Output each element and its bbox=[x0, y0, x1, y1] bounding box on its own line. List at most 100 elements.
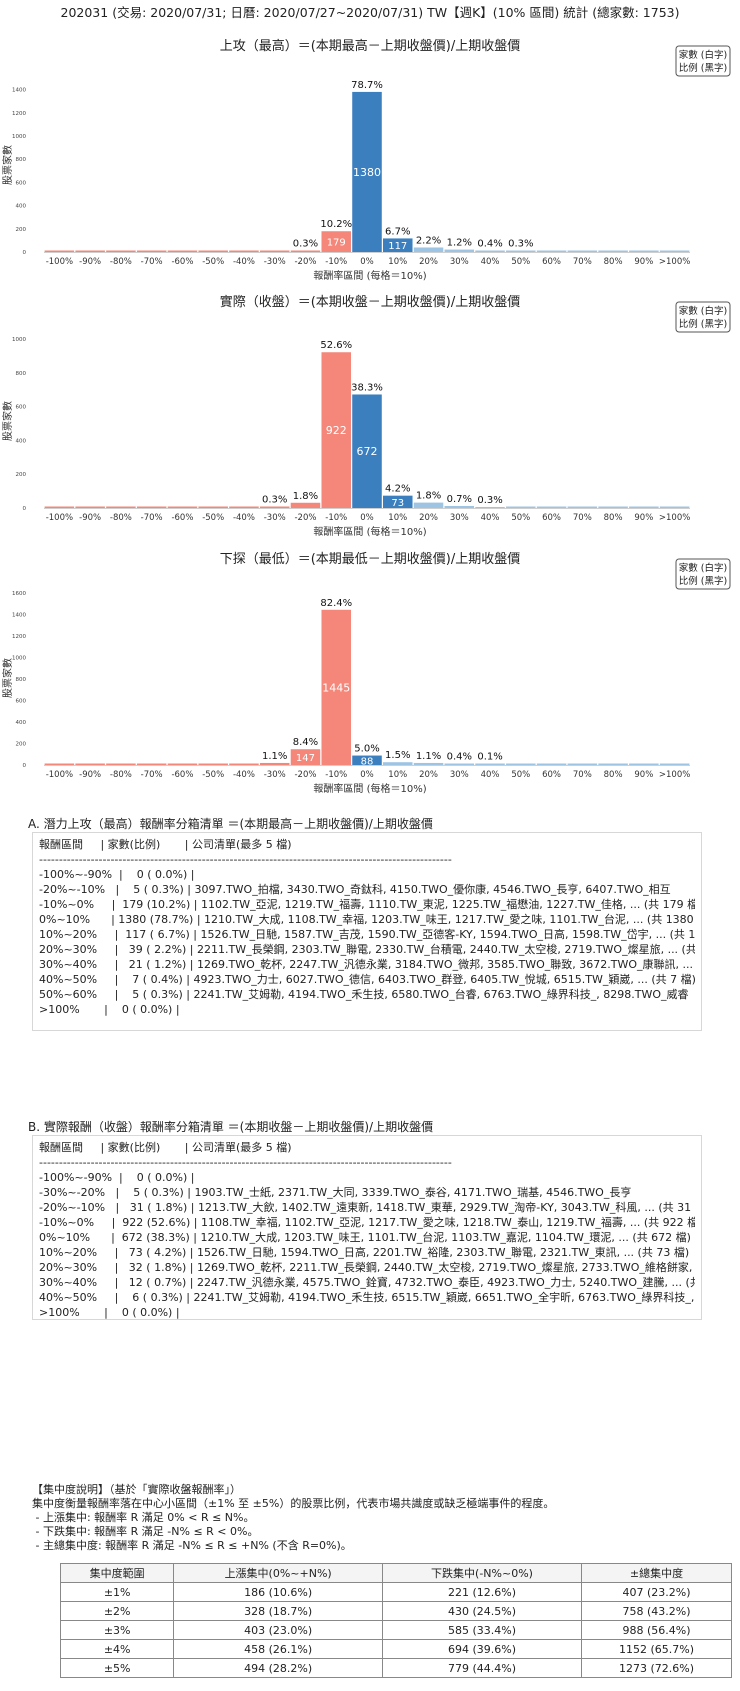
bar bbox=[444, 249, 475, 252]
bin-row: 10%~20% | 73 ( 4.2%) | 1526.TW_日馳, 1594.… bbox=[39, 1246, 690, 1259]
concentration-table-header: 集中度範圍 上漲集中(0%~+N%) 下跌集中(-N%~0%) ±總集中度 bbox=[59, 1563, 732, 1583]
x-tick-label: -10% bbox=[325, 257, 347, 267]
bar-count-label: 147 bbox=[296, 753, 315, 764]
bar bbox=[167, 250, 198, 252]
table-cell: ±2% bbox=[59, 1601, 175, 1621]
bar bbox=[444, 505, 475, 508]
bin-row: -20%~-10% | 31 ( 1.8%) | 1213.TW_大飲, 140… bbox=[39, 1201, 695, 1214]
chart-title: 下探（最低）＝(本期最低－上期收盤價)/上期收盤價 bbox=[220, 552, 521, 567]
x-tick-label: 60% bbox=[542, 513, 561, 523]
legend-line-2: 比例 (黑字) bbox=[679, 62, 727, 74]
bar bbox=[629, 763, 659, 765]
bar-percent-label: 82.4% bbox=[320, 598, 352, 609]
bar bbox=[629, 250, 659, 252]
x-tick-label: -40% bbox=[233, 257, 255, 267]
bar bbox=[506, 506, 536, 508]
y-tick-label: 1400 bbox=[12, 88, 26, 94]
bar-percent-label: 0.4% bbox=[477, 239, 502, 250]
table-cell: 186 (10.6%) bbox=[173, 1582, 383, 1602]
bin-row: 30%~40% | 12 ( 0.7%) | 2247.TW_汎德永業, 457… bbox=[39, 1276, 695, 1289]
x-tick-label: 20% bbox=[419, 257, 438, 267]
legend-box: 家數 (白字)比例 (黑字) bbox=[675, 558, 731, 590]
bar-percent-label: 5.0% bbox=[354, 744, 379, 755]
bar bbox=[259, 762, 290, 765]
bar-count-label: 1445 bbox=[322, 681, 350, 694]
notes-line: - 主總集中度: 報酬率 R 滿足 -N% ≤ R ≤ +N% (不含 R=0%… bbox=[32, 1539, 352, 1552]
x-tick-label: 80% bbox=[604, 513, 623, 523]
y-tick-label: 1200 bbox=[12, 634, 26, 640]
legend-line-1: 家數 (白字) bbox=[679, 49, 727, 61]
y-tick-label: 600 bbox=[16, 180, 27, 186]
bar-percent-label: 1.5% bbox=[385, 750, 410, 761]
bar bbox=[629, 506, 659, 508]
bar bbox=[321, 352, 352, 508]
bar bbox=[44, 763, 75, 765]
table-row: ±3% 403 (23.0%) 585 (33.4%) 988 (56.4%) bbox=[59, 1620, 732, 1640]
y-tick-label: 600 bbox=[16, 699, 27, 705]
bar-percent-label: 0.7% bbox=[447, 494, 472, 505]
x-tick-label: 80% bbox=[604, 770, 623, 780]
x-tick-label: 0% bbox=[360, 770, 374, 780]
bar-percent-label: 10.2% bbox=[320, 219, 352, 230]
x-tick-label: 90% bbox=[634, 257, 653, 267]
x-tick-label: -50% bbox=[202, 513, 224, 523]
x-tick-label: -60% bbox=[171, 257, 193, 267]
table-cell: 221 (12.6%) bbox=[381, 1582, 583, 1602]
y-tick-label: 1000 bbox=[12, 134, 26, 140]
legend-line-2: 比例 (黑字) bbox=[679, 575, 727, 587]
bin-row: 20%~30% | 39 ( 2.2%) | 2211.TW_長榮鋼, 2303… bbox=[39, 943, 695, 956]
table-cell: ±3% bbox=[59, 1620, 175, 1640]
bar bbox=[567, 763, 598, 765]
x-tick-label: 30% bbox=[450, 770, 469, 780]
y-tick-label: 600 bbox=[16, 405, 27, 411]
bar bbox=[444, 763, 475, 765]
x-tick-label: -50% bbox=[202, 770, 224, 780]
bar-percent-label: 6.7% bbox=[385, 226, 410, 237]
bar-percent-label: 78.7% bbox=[351, 80, 383, 91]
bar bbox=[598, 250, 628, 252]
legend-frame bbox=[675, 301, 731, 333]
x-tick-label: -80% bbox=[110, 257, 132, 267]
legend-frame bbox=[675, 45, 731, 77]
x-tick-label: 40% bbox=[481, 257, 500, 267]
bin-row: 0%~10% | 672 (38.3%) | 1210.TW_大成, 1203.… bbox=[39, 1231, 691, 1244]
bar bbox=[382, 762, 413, 765]
legend-line-1: 家數 (白字) bbox=[679, 305, 727, 317]
chart-title: 實際（收盤）＝(本期收盤－上期收盤價)/上期收盤價 bbox=[220, 294, 521, 310]
column-header: 上漲集中(0%~+N%) bbox=[173, 1563, 383, 1583]
bar bbox=[567, 506, 598, 508]
bar bbox=[598, 506, 628, 508]
table-row: ±5% 494 (28.2%) 779 (44.4%) 1273 (72.6%) bbox=[59, 1658, 732, 1678]
section-a-title: A. 潛力上攻（最高）報酬率分箱清單 ＝(本期最高－上期收盤價)/上期收盤價 bbox=[28, 817, 433, 831]
bar-percent-label: 38.3% bbox=[351, 382, 383, 393]
chart-downside-low: 下探（最低）＝(本期最低－上期收盤價)/上期收盤價 股票家數 0 200 400 600 8… bbox=[0, 547, 740, 797]
x-tick-label: -10% bbox=[325, 770, 347, 780]
table-header-row: 報酬區間 | 家數(比例) | 公司清單(最多 5 檔) bbox=[39, 838, 292, 851]
bar bbox=[75, 250, 105, 252]
bar bbox=[413, 247, 444, 252]
bar-percent-label: 0.3% bbox=[293, 239, 318, 250]
x-tick-label: 20% bbox=[419, 513, 438, 523]
x-tick-label: 60% bbox=[542, 257, 561, 267]
section-b-title: B. 實際報酬（收盤）報酬率分箱清單 ＝(本期收盤－上期收盤價)/上期收盤價 bbox=[28, 1120, 434, 1134]
bin-row: 0%~10% | 1380 (78.7%) | 1210.TW_大成, 1108… bbox=[39, 913, 695, 926]
notes-title: 【集中度說明】（基於「實際收盤報酬率」） bbox=[32, 1483, 241, 1496]
bar-percent-label: 4.2% bbox=[385, 484, 410, 495]
x-tick-label: -70% bbox=[141, 257, 163, 267]
page-title: 202031 (交易: 2020/07/31; 日曆: 2020/07/27~2… bbox=[60, 5, 680, 20]
bin-row: -10%~0% | 179 (10.2%) | 1102.TW_亞泥, 1219… bbox=[39, 898, 695, 911]
x-tick-label: 10% bbox=[388, 770, 407, 780]
table-cell: 1152 (65.7%) bbox=[581, 1639, 732, 1659]
bar bbox=[136, 506, 167, 508]
x-tick-label: -10% bbox=[325, 513, 347, 523]
bar bbox=[321, 231, 352, 252]
y-tick-label: 1400 bbox=[12, 613, 26, 619]
bar bbox=[44, 250, 75, 252]
x-tick-label: 50% bbox=[511, 770, 530, 780]
bar bbox=[229, 763, 259, 765]
legend-line-1: 家數 (白字) bbox=[679, 562, 727, 574]
table-cell: 694 (39.6%) bbox=[381, 1639, 583, 1659]
bar-percent-label: 2.2% bbox=[416, 235, 441, 246]
x-axis-label: 報酬率區間 (每格＝10%) bbox=[313, 782, 426, 795]
